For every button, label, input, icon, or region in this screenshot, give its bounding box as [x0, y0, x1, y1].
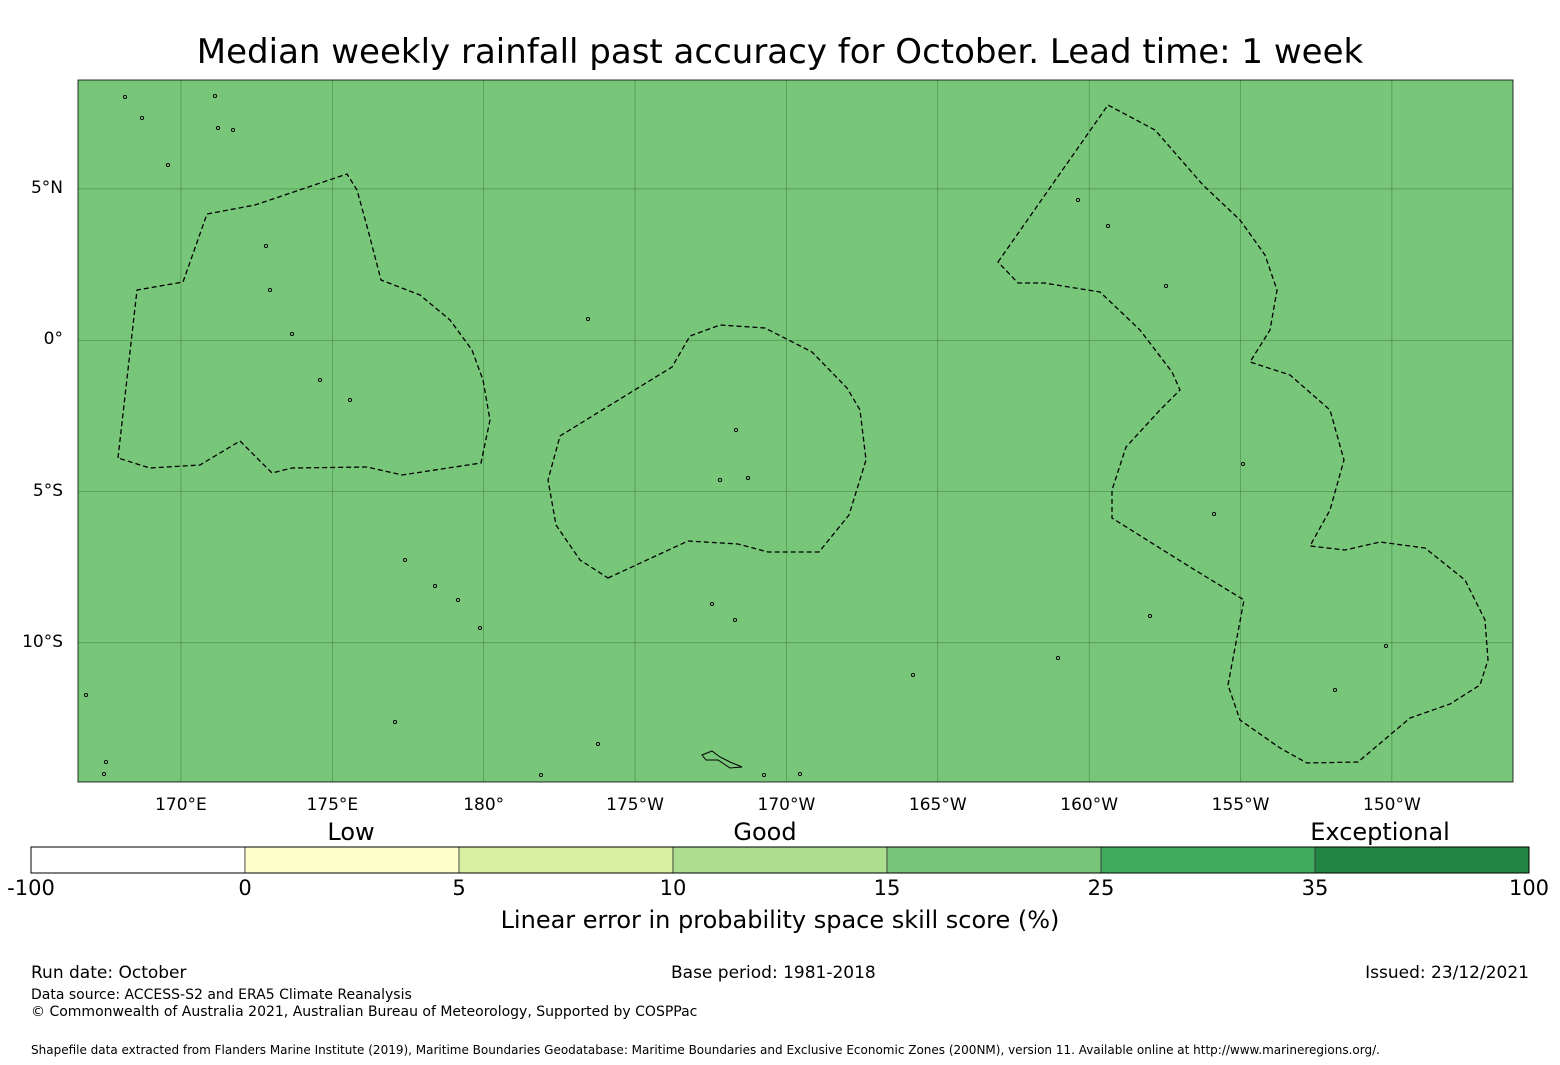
longitude-tick-label: 155°W [1211, 795, 1270, 815]
island-outline [1240, 461, 1246, 467]
colorbar-tick: 0 [238, 876, 252, 900]
island-outline [1332, 687, 1338, 693]
map-title: Median weekly rainfall past accuracy for… [196, 32, 1364, 72]
map-background [78, 80, 1513, 782]
island-outline [139, 115, 145, 121]
colorbar-title: Linear error in probability space skill … [500, 906, 1060, 934]
island-outline [733, 427, 739, 433]
island-outline [165, 162, 171, 168]
island-outline [910, 672, 916, 678]
longitude-tick-label: 175°W [606, 795, 664, 815]
colorbar-segment [458, 846, 674, 874]
island-outline [317, 377, 323, 383]
colorbar-tick: 35 [1301, 876, 1329, 900]
base-period: Base period: 1981-2018 [671, 963, 876, 983]
eez-boundary-line [997, 104, 1489, 764]
island-outline [215, 125, 221, 131]
island-outlines [83, 93, 1389, 778]
island-outline [455, 597, 461, 603]
island-outline [745, 475, 751, 481]
island-outline [267, 287, 273, 293]
island-outline [1075, 197, 1081, 203]
island-outline [83, 692, 89, 698]
island-outline [717, 477, 723, 483]
graticule [78, 80, 1513, 782]
island-outline [432, 583, 438, 589]
eez-boundary-line [547, 324, 867, 579]
colorbar-segment [886, 846, 1102, 874]
data-source: Data source: ACCESS-S2 and ERA5 Climate … [31, 987, 412, 1003]
colorbar-category-good: Good [733, 818, 797, 846]
shapefile-credit: Shapefile data extracted from Flanders M… [31, 1043, 1380, 1057]
colorbar-tick: -100 [7, 876, 55, 900]
colorbar-segment [1100, 846, 1316, 874]
skill-grid [78, 80, 1513, 782]
colorbar-tick: 100 [1508, 876, 1550, 900]
run-date: Run date: October [31, 963, 187, 983]
island-outline [402, 557, 408, 563]
longitude-tick-label: 165°W [908, 795, 967, 815]
longitude-tick-label: 150°W [1363, 795, 1421, 815]
island-outline [263, 243, 269, 249]
samoa-island-outline [701, 750, 743, 769]
island-outline [538, 772, 544, 778]
island-outline [732, 617, 738, 623]
eez-boundary-line [117, 173, 491, 476]
island-outline [585, 316, 591, 322]
island-outline [1211, 511, 1217, 517]
island-outline [709, 601, 715, 607]
colorbar-tick: 15 [873, 876, 901, 900]
copyright: © Commonwealth of Australia 2021, Austra… [31, 1004, 698, 1020]
colorbar-tick: 5 [452, 876, 466, 900]
latitude-tick-label: 5°N [30, 177, 63, 198]
latitude-tick-label: 10°S [22, 631, 63, 652]
longitude-tick-label: 175°E [306, 795, 359, 815]
longitude-tick-label: 160°W [1060, 795, 1119, 815]
island-outline [392, 719, 398, 725]
island-outline [477, 625, 483, 631]
island-outline [1147, 613, 1153, 619]
latitude-tick-label: 5°S [32, 480, 63, 501]
island-outline [101, 771, 107, 777]
longitude-tick-label: 180° [463, 795, 505, 815]
colorbar-outline [30, 846, 1530, 874]
island-outline [797, 771, 803, 777]
longitude-tick-label: 170°W [757, 795, 816, 815]
colorbar-category-low: Low [327, 818, 375, 846]
island-outline [595, 741, 601, 747]
island-outline [103, 759, 109, 765]
colorbar-segment [30, 846, 246, 874]
island-outline [230, 127, 236, 133]
colorbar-segment [672, 846, 888, 874]
island-outline [1105, 223, 1111, 229]
colorbar-tick: 25 [1087, 876, 1115, 900]
island-outline [289, 331, 295, 337]
island-outline [347, 397, 353, 403]
colorbar [30, 846, 1530, 874]
island-outline [1163, 283, 1169, 289]
colorbar-segment [244, 846, 460, 874]
colorbar-category-exceptional: Exceptional [1310, 818, 1450, 846]
island-outline [1055, 655, 1061, 661]
island-outline [1383, 643, 1389, 649]
map-frame [77, 79, 1514, 783]
latitude-tick-label: 0° [43, 329, 63, 350]
island-outline [761, 772, 767, 778]
island-outline [122, 94, 128, 100]
longitude-tick-label: 170°E [155, 795, 207, 815]
eez-boundaries [117, 104, 1489, 764]
colorbar-segment [1314, 846, 1530, 874]
colorbar-tick: 10 [659, 876, 687, 900]
issued-date: Issued: 23/12/2021 [1365, 963, 1529, 983]
island-outline [212, 93, 218, 99]
